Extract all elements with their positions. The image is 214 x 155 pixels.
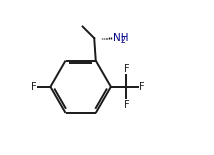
- Text: F: F: [139, 82, 145, 92]
- Text: F: F: [123, 100, 129, 110]
- Text: 2: 2: [120, 35, 125, 44]
- Text: F: F: [31, 82, 37, 92]
- Text: F: F: [123, 64, 129, 74]
- Text: NH: NH: [113, 33, 128, 42]
